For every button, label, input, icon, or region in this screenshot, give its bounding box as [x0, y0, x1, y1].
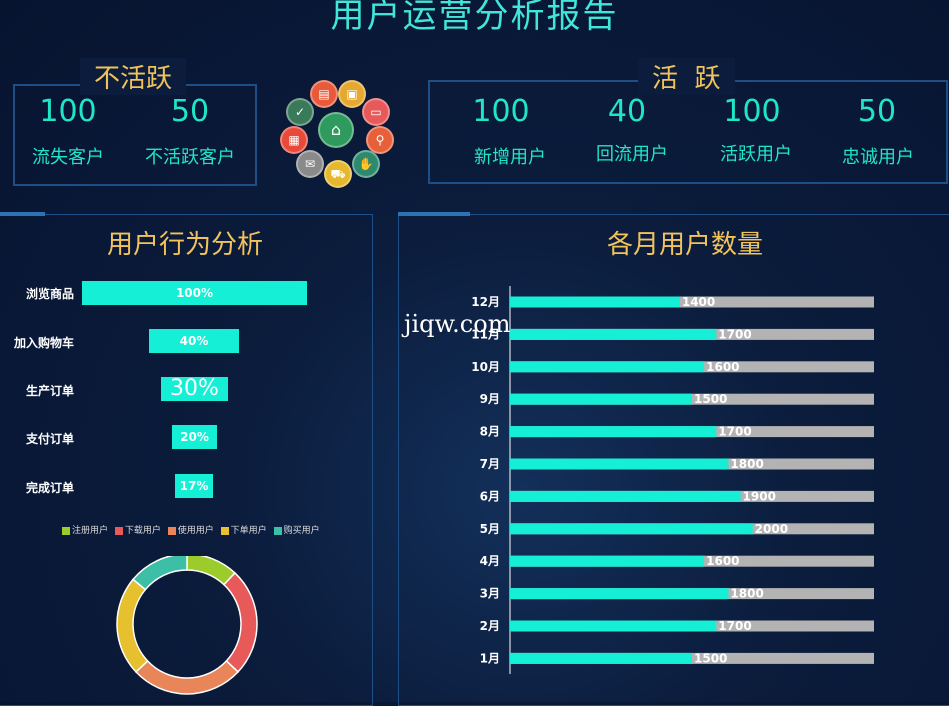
- funnel-label-complete-order: 完成订单: [25, 481, 74, 495]
- loyal-users-value: 50: [857, 94, 897, 129]
- bar: [510, 458, 729, 470]
- month-label: 10月: [471, 360, 500, 374]
- bar: [510, 555, 705, 567]
- active-title: 活 跃: [638, 58, 735, 95]
- active-users-label: 活跃用户: [720, 144, 792, 165]
- funnel-label-add-cart: 加入购物车: [13, 336, 74, 350]
- bar: [510, 361, 705, 373]
- bar: [510, 652, 692, 664]
- month-label: 5月: [480, 522, 500, 536]
- funnel-label-browse: 浏览商品: [25, 287, 74, 301]
- mail-icon: ✉: [296, 150, 324, 178]
- bar-value-label: 1700: [718, 619, 751, 633]
- month-label: 8月: [480, 425, 500, 439]
- inactive-title: 不活跃: [80, 58, 187, 95]
- loyal-users-label: 忠诚用户: [842, 147, 914, 168]
- thumbs-up-icon: ✓: [286, 98, 314, 126]
- new-users-value: 100: [472, 94, 530, 129]
- bar-value-label: 1600: [706, 554, 739, 568]
- month-label: 6月: [480, 489, 500, 503]
- bar: [510, 296, 680, 308]
- inactive-customers-label: 不活跃客户: [145, 147, 235, 168]
- bar-value-label: 1400: [682, 295, 715, 309]
- donut-slice: [132, 556, 188, 591]
- behavior-panel-accent: [0, 212, 45, 216]
- returning-users-value: 40: [607, 94, 647, 129]
- inactive-customers-value: 50: [170, 94, 210, 129]
- month-label: 3月: [480, 587, 500, 601]
- store-icon: ⌂: [318, 112, 354, 148]
- legend-swatch: [273, 526, 282, 535]
- month-label: 12月: [471, 295, 500, 309]
- bar-value-label: 1900: [743, 489, 776, 503]
- page-title: 用户运营分析报告: [330, 0, 619, 36]
- funnel-label-create-order: 生产订单: [25, 384, 74, 398]
- legend-swatch: [220, 526, 229, 535]
- lost-customers-label: 流失客户: [32, 147, 104, 168]
- bar-value-label: 1500: [694, 392, 727, 406]
- donut-slice: [116, 578, 149, 673]
- handshake-icon: ✋: [352, 150, 380, 178]
- legend-swatch: [167, 526, 176, 535]
- active-users-value: 100: [723, 94, 781, 129]
- month-label: 2月: [480, 619, 500, 633]
- bar: [510, 393, 692, 405]
- returning-users-label: 回流用户: [596, 144, 668, 165]
- legend-swatch: [62, 526, 70, 535]
- legend-item: 下载用户: [124, 526, 161, 536]
- bar: [510, 620, 717, 632]
- icon-cluster: ▤ ▣ ▭ ⚲ ✋ ⛟ ✉ ▦ ✓ ⌂: [280, 80, 395, 188]
- funnel-bar-pay-order: 20%: [172, 425, 217, 449]
- cart-icon: ⛟: [324, 160, 352, 188]
- bar-value-label: 2000: [755, 522, 788, 536]
- briefcase-icon: ▣: [338, 80, 366, 108]
- bar: [510, 523, 753, 535]
- legend-item: 下单用户: [230, 526, 267, 536]
- lost-customers-value: 100: [39, 94, 97, 129]
- new-users-label: 新增用户: [474, 147, 546, 168]
- legend-item: 使用用户: [177, 526, 214, 536]
- funnel-bar-complete-order: 17%: [175, 474, 213, 498]
- document-icon: ▤: [310, 80, 338, 108]
- funnel-bar-create-order: 30%: [161, 377, 228, 401]
- donut-slice: [222, 571, 258, 673]
- bar-value-label: 1500: [694, 651, 727, 665]
- bar-value-label: 1800: [730, 587, 763, 601]
- legend-swatch: [114, 526, 123, 535]
- bar-value-label: 1700: [718, 327, 751, 341]
- bar: [510, 328, 717, 340]
- donut-chart: [116, 556, 258, 695]
- month-label: 1月: [480, 651, 500, 665]
- monthly-bar-chart: 12月 1400 11月 1700 10月 1600 9月 1500 8月 1700 7月 1800 6…: [471, 286, 874, 674]
- browser-icon: ▭: [362, 98, 390, 126]
- legend-item: 注册用户: [72, 526, 109, 536]
- month-label: 11月: [471, 327, 500, 341]
- donut-slice: [134, 659, 240, 695]
- legend-item: 购买用户: [283, 526, 320, 536]
- monthly-title: 各月用户数量: [606, 230, 763, 260]
- month-label: 7月: [480, 457, 500, 471]
- bar-track: [510, 296, 874, 308]
- bar: [510, 490, 741, 502]
- funnel-bar-browse: 100%: [82, 281, 307, 305]
- month-label: 9月: [480, 392, 500, 406]
- calendar-icon: ▦: [280, 126, 308, 154]
- month-label: 4月: [480, 554, 500, 568]
- bar-value-label: 1700: [718, 425, 751, 439]
- bar-value-label: 1800: [730, 457, 763, 471]
- watermark: jiqw.com: [404, 310, 511, 338]
- bar: [510, 426, 717, 438]
- bar: [510, 588, 729, 600]
- behavior-title: 用户行为分析: [106, 230, 263, 260]
- funnel-bar-add-cart: 40%: [149, 329, 239, 353]
- bar-value-label: 1600: [706, 360, 739, 374]
- donut-legend: 注册用户 下载用户 使用用户 下单用户 购买用户: [58, 523, 320, 536]
- funnel-label-pay-order: 支付订单: [25, 432, 74, 446]
- monthly-panel-accent: [398, 212, 470, 216]
- search-icon: ⚲: [366, 126, 394, 154]
